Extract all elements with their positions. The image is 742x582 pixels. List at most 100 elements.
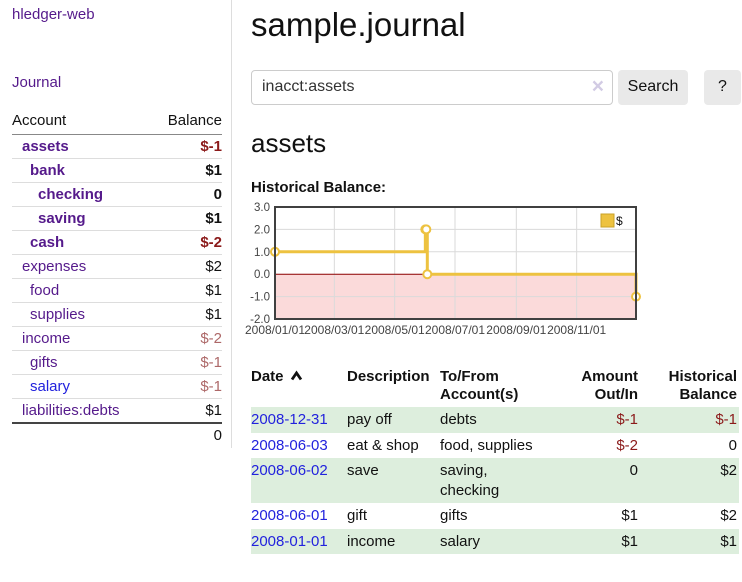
account-name-cell: assets [12, 135, 152, 159]
account-link[interactable]: assets [22, 138, 69, 155]
account-row: income $-2 [12, 326, 222, 351]
account-balance: 0 [151, 182, 222, 207]
account-balance: $1 [151, 206, 222, 231]
search-input[interactable] [251, 69, 613, 105]
account-name-cell: supplies [12, 302, 152, 327]
accounts-total-row: 0 [12, 422, 222, 447]
transaction-date-cell: 2008-12-31 [251, 407, 347, 433]
legend-swatch [600, 213, 615, 228]
transaction-amount: 0 [629, 462, 638, 480]
app-brand: hledger-web [12, 6, 221, 23]
transaction-balance: 0 [728, 436, 737, 454]
account-name-cell: saving [12, 206, 152, 231]
accounts-total-value: 0 [151, 422, 222, 447]
account-row: checking 0 [12, 182, 222, 207]
search-form: × Search ? [251, 69, 742, 105]
account-link[interactable]: liabilities:debts [22, 402, 120, 419]
transaction-date-cell: 2008-06-01 [251, 503, 347, 529]
transaction-row: 2008-06-02 save saving, checking 0 $2 [251, 458, 739, 504]
accounts-header-row: Account Balance [12, 108, 222, 135]
account-row: saving $1 [12, 206, 222, 231]
transaction-date-link[interactable]: 2008-06-02 [251, 462, 328, 480]
transaction-date-link[interactable]: 2008-01-01 [251, 532, 328, 550]
account-balance: $1 [151, 158, 222, 183]
account-title: assets [251, 127, 327, 158]
header-amount: Amount Out/In [581, 367, 638, 404]
x-tick-label: 2008/01/01 [245, 323, 305, 337]
transaction-balance: $-1 [715, 411, 737, 429]
account-name-cell: salary [12, 374, 152, 399]
transaction-accounts: gifts [440, 507, 468, 525]
account-balance: $-1 [151, 350, 222, 375]
y-tick-label: 3.0 [254, 202, 270, 214]
transaction-date-link[interactable]: 2008-06-01 [251, 507, 328, 525]
x-tick-label: 2008/09/01 [486, 323, 546, 337]
account-row: assets $-1 [12, 135, 222, 159]
y-tick-label: -2.0 [250, 314, 270, 326]
transaction-description: income [347, 532, 396, 550]
chart-label: Historical Balance: [251, 178, 387, 196]
transaction-amount: $1 [621, 532, 638, 550]
transaction-amount: $1 [621, 507, 638, 525]
x-tick-label: 2008/03/01 [304, 323, 364, 337]
account-link[interactable]: income [22, 330, 71, 347]
transaction-row: 2008-01-01 income salary $1 $1 [251, 528, 739, 555]
accounts-body: assets $-1 bank $1 checking 0 saving $1 cash $-2 e… [12, 135, 222, 423]
account-name-cell: income [12, 326, 152, 351]
account-link[interactable]: cash [30, 234, 65, 251]
account-balance: $-2 [151, 230, 222, 255]
sidebar: hledger-web Journal Account Balance asse… [0, 0, 232, 448]
nav-journal-link[interactable]: Journal [12, 74, 62, 91]
header-balance: Historical Balance [668, 367, 737, 404]
clear-search-icon[interactable]: × [591, 74, 604, 98]
transaction-accounts: food, supplies [440, 436, 533, 454]
account-name-cell: cash [12, 230, 152, 255]
header-date[interactable]: Date [251, 366, 347, 408]
x-tick-label: 2008/05/01 [365, 323, 425, 337]
account-link[interactable]: saving [38, 210, 86, 227]
transaction-description: pay off [347, 411, 392, 429]
sort-ascending-icon [290, 370, 302, 380]
brand-link[interactable]: hledger-web [12, 6, 95, 23]
y-tick-label: 2.0 [254, 224, 270, 236]
transaction-date-link[interactable]: 2008-12-31 [251, 411, 328, 429]
account-balance: $1 [151, 302, 222, 327]
transaction-description: save [347, 462, 379, 480]
y-tick-label: 0.0 [254, 269, 270, 281]
header-accounts: To/From Account(s) [440, 367, 519, 404]
account-row: supplies $1 [12, 302, 222, 327]
account-link[interactable]: gifts [30, 354, 58, 371]
nav: Journal [12, 74, 221, 91]
account-link[interactable]: food [30, 282, 60, 299]
transaction-row: 2008-12-31 pay off debts $-1 $-1 [251, 407, 739, 433]
transaction-accounts: saving, checking [440, 462, 500, 499]
account-link[interactable]: checking [38, 186, 104, 203]
legend-label: $ [616, 214, 623, 228]
transaction-amount: $-2 [616, 436, 638, 454]
account-balance: $1 [151, 278, 222, 303]
account-link[interactable]: salary [30, 378, 71, 395]
help-button[interactable]: ? [704, 69, 741, 105]
account-name-cell: expenses [12, 254, 152, 279]
account-row: liabilities:debts $1 [12, 398, 222, 423]
account-balance: $1 [151, 398, 222, 423]
search-button[interactable]: Search [618, 69, 688, 105]
account-link[interactable]: expenses [22, 258, 87, 275]
account-name-cell: bank [12, 158, 152, 183]
account-row: salary $-1 [12, 374, 222, 399]
transaction-balance: $2 [720, 507, 737, 525]
account-row: gifts $-1 [12, 350, 222, 375]
transaction-date-link[interactable]: 2008-06-03 [251, 436, 328, 454]
accounts-header-account: Account [12, 108, 152, 135]
account-balance: $-2 [151, 326, 222, 351]
account-link[interactable]: supplies [30, 306, 86, 323]
account-row: bank $1 [12, 158, 222, 183]
transactions-table: Date Description To/From Account(s) Amou… [251, 366, 739, 555]
transactions-body: 2008-12-31 pay off debts $-1 $-1 2008-06-03 ea… [251, 407, 739, 555]
x-tick-label: 2008/11/01 [547, 323, 606, 337]
account-link[interactable]: bank [30, 162, 66, 179]
transaction-date-cell: 2008-06-02 [251, 458, 347, 503]
transaction-description: gift [347, 507, 368, 525]
transaction-balance: $2 [720, 462, 737, 480]
